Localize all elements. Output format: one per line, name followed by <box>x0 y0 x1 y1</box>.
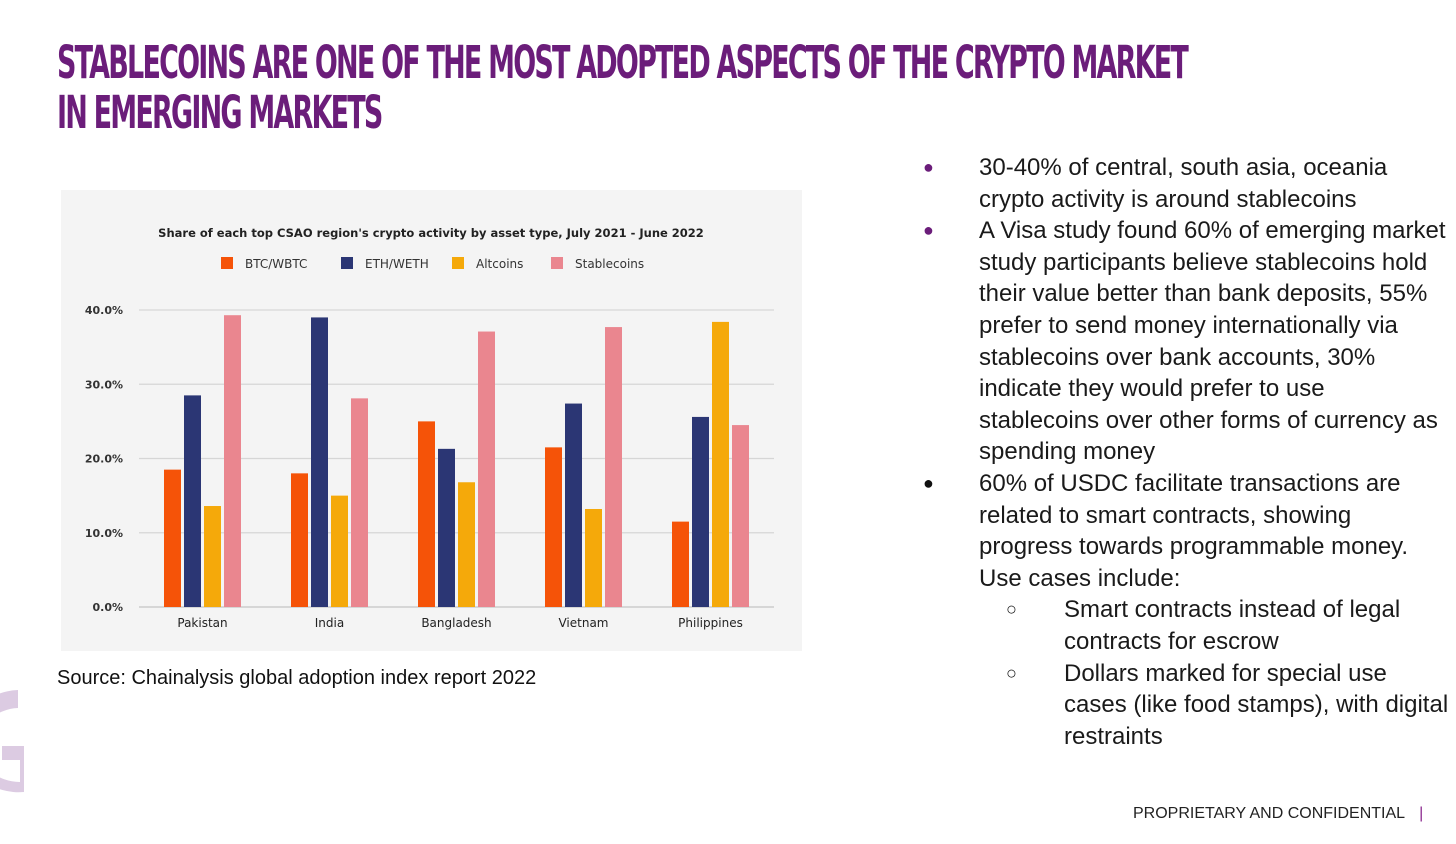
bar-btc-wbtc <box>672 521 689 607</box>
chart-bars <box>164 315 749 607</box>
title-line-1: STABLECOINS ARE ONE OF THE MOST ADOPTED … <box>57 36 1189 89</box>
sub-bullet-marker: ○ <box>1006 662 1017 683</box>
bullet-list: ● 30-40% of central, south asia, oceania… <box>900 152 1450 752</box>
source-note: Source: Chainalysis global adoption inde… <box>57 667 537 689</box>
bullet-text: A Visa study found 60% of emerging marke… <box>979 217 1446 466</box>
bar-stablecoins <box>351 398 368 607</box>
x-axis: Pakistan India Bangladesh Vietnam Philippine… <box>177 616 742 630</box>
bar-altcoins <box>204 506 221 607</box>
footer-separator: | <box>1419 805 1424 822</box>
bar-altcoins <box>585 508 602 607</box>
bullet-item: ● A Visa study found 60% of emerging mar… <box>900 215 1450 468</box>
bar-altcoins <box>458 482 475 607</box>
legend-label: BTC/WBTC <box>245 257 307 271</box>
x-tick-label: Pakistan <box>177 616 227 630</box>
bar-chart: Share of each top CSAO region's crypto a… <box>85 226 774 630</box>
sub-bullet-text: Dollars marked for special use cases (li… <box>1064 659 1449 750</box>
bar-altcoins <box>331 495 348 607</box>
slide-title: STABLECOINS ARE ONE OF THE MOST ADOPTED … <box>57 36 1189 139</box>
bar-btc-wbtc <box>291 473 308 607</box>
bar-eth-weth <box>692 416 709 607</box>
legend-label: ETH/WETH <box>365 257 429 271</box>
sub-bullet-marker: ○ <box>1006 599 1017 620</box>
x-tick-label: India <box>315 616 344 630</box>
y-tick-label: 0.0% <box>92 601 123 614</box>
bar-eth-weth <box>565 403 582 607</box>
bullet-item: ● 30-40% of central, south asia, oceania… <box>900 152 1450 215</box>
y-tick-label: 40.0% <box>85 304 123 317</box>
legend-label: Stablecoins <box>575 257 644 271</box>
bar-stablecoins <box>478 331 495 607</box>
y-tick-label: 20.0% <box>85 453 123 466</box>
chart-grid <box>139 309 774 608</box>
bar-eth-weth <box>184 395 201 607</box>
bar-stablecoins <box>732 425 749 607</box>
bar-stablecoins <box>605 327 622 607</box>
chart-panel: Share of each top CSAO region's crypto a… <box>61 190 802 651</box>
bar-btc-wbtc <box>164 469 181 607</box>
bullet-marker: ● <box>923 157 934 177</box>
bar-btc-wbtc <box>545 447 562 607</box>
bar-stablecoins <box>224 315 241 607</box>
y-tick-label: 30.0% <box>85 378 123 391</box>
bullet-text: 30-40% of central, south asia, oceania c… <box>979 154 1388 213</box>
title-line-2: IN EMERGING MARKETS <box>57 86 383 139</box>
x-tick-label: Bangladesh <box>421 616 491 630</box>
bullet-marker: ● <box>923 220 934 241</box>
bar-btc-wbtc <box>418 421 435 607</box>
x-tick-label: Philippines <box>678 616 743 630</box>
sub-bullet-item: ○ Smart contracts instead of legal contr… <box>900 594 1450 657</box>
bar-altcoins <box>712 321 729 607</box>
bullet-text: 60% of USDC facilitate transactions are … <box>979 469 1409 592</box>
y-axis: 0.0% 10.0% 20.0% 30.0% 40.0% <box>85 304 123 614</box>
bullet-marker: ● <box>923 472 934 493</box>
confidential-label: PROPRIETARY AND CONFIDENTIAL <box>1133 805 1406 822</box>
chart-legend: BTC/WBTC ETH/WETH Altcoins Stablecoins <box>221 257 644 271</box>
y-tick-label: 10.0% <box>85 527 123 540</box>
sub-bullet-text: Smart contracts instead of legal contrac… <box>1064 596 1401 655</box>
legend-swatch <box>341 257 353 269</box>
brand-logo <box>0 690 24 793</box>
bar-eth-weth <box>311 317 328 607</box>
legend-swatch <box>221 257 233 269</box>
legend-swatch <box>452 257 464 269</box>
chart-title: Share of each top CSAO region's crypto a… <box>158 226 704 240</box>
footer: PROPRIETARY AND CONFIDENTIAL | <box>1133 805 1423 823</box>
legend-swatch <box>551 257 563 269</box>
x-tick-label: Vietnam <box>558 616 608 630</box>
legend-label: Altcoins <box>476 257 523 271</box>
bullet-item: ● 60% of USDC facilitate transactions ar… <box>900 468 1450 594</box>
sub-bullet-item: ○ Dollars marked for special use cases (… <box>900 658 1450 753</box>
bar-eth-weth <box>438 448 455 607</box>
